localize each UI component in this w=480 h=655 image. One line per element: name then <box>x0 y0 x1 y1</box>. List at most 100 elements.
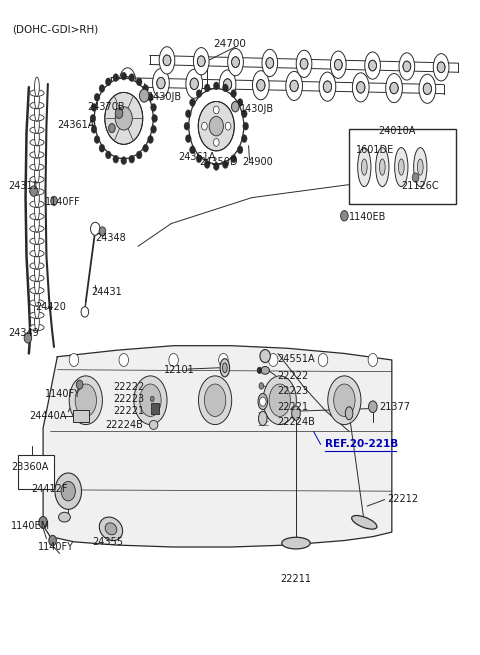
Ellipse shape <box>30 288 44 293</box>
Ellipse shape <box>222 363 227 373</box>
Ellipse shape <box>220 359 229 377</box>
Circle shape <box>152 115 157 122</box>
Ellipse shape <box>35 77 39 97</box>
Ellipse shape <box>30 176 44 183</box>
Circle shape <box>357 82 365 93</box>
Circle shape <box>163 55 171 66</box>
Ellipse shape <box>35 299 39 319</box>
Bar <box>349 130 456 204</box>
Ellipse shape <box>261 366 269 374</box>
Ellipse shape <box>35 90 39 109</box>
Circle shape <box>91 103 97 111</box>
Ellipse shape <box>30 189 44 195</box>
Circle shape <box>237 146 243 154</box>
Circle shape <box>214 162 219 170</box>
Text: 1140FF: 1140FF <box>45 196 80 206</box>
Ellipse shape <box>35 114 39 134</box>
Circle shape <box>91 222 100 235</box>
Circle shape <box>129 74 134 81</box>
Circle shape <box>189 88 244 164</box>
Circle shape <box>94 136 100 143</box>
Text: 24370B: 24370B <box>87 102 125 112</box>
Circle shape <box>185 110 191 118</box>
Ellipse shape <box>199 376 232 424</box>
Ellipse shape <box>260 350 270 363</box>
Ellipse shape <box>35 200 39 220</box>
Circle shape <box>95 78 153 159</box>
Text: 24361A: 24361A <box>179 153 216 162</box>
Ellipse shape <box>258 394 267 409</box>
Text: 24010A: 24010A <box>379 126 416 136</box>
Ellipse shape <box>395 147 408 187</box>
Ellipse shape <box>35 126 39 146</box>
Circle shape <box>169 354 179 366</box>
Circle shape <box>369 60 376 71</box>
Ellipse shape <box>119 68 136 97</box>
Circle shape <box>106 78 111 86</box>
Ellipse shape <box>414 147 427 187</box>
Text: 22224B: 22224B <box>277 417 315 427</box>
Circle shape <box>49 535 56 546</box>
Ellipse shape <box>334 384 355 417</box>
Ellipse shape <box>30 90 44 96</box>
Ellipse shape <box>35 213 39 233</box>
Ellipse shape <box>345 407 353 420</box>
Circle shape <box>223 160 228 168</box>
Ellipse shape <box>433 54 449 81</box>
Circle shape <box>143 144 148 152</box>
Text: 24440A: 24440A <box>29 411 66 421</box>
Circle shape <box>241 135 247 143</box>
Ellipse shape <box>69 376 102 424</box>
Circle shape <box>151 103 156 111</box>
Ellipse shape <box>269 384 290 417</box>
Ellipse shape <box>219 70 236 99</box>
Circle shape <box>99 227 106 236</box>
Ellipse shape <box>30 139 44 145</box>
Circle shape <box>113 155 119 163</box>
Ellipse shape <box>30 213 44 219</box>
Circle shape <box>139 89 149 102</box>
Text: 22221: 22221 <box>277 402 308 412</box>
Ellipse shape <box>35 164 39 183</box>
Ellipse shape <box>149 421 158 430</box>
Ellipse shape <box>399 53 415 80</box>
Ellipse shape <box>159 47 175 74</box>
Ellipse shape <box>358 147 371 187</box>
Ellipse shape <box>153 69 169 98</box>
Circle shape <box>106 151 111 159</box>
Ellipse shape <box>30 115 44 121</box>
Circle shape <box>290 80 298 92</box>
Circle shape <box>219 354 228 366</box>
Ellipse shape <box>35 102 39 121</box>
Ellipse shape <box>75 384 96 417</box>
Circle shape <box>190 99 195 106</box>
Ellipse shape <box>30 127 44 134</box>
Circle shape <box>119 354 129 366</box>
Ellipse shape <box>35 188 39 208</box>
Text: 24350D: 24350D <box>200 157 238 167</box>
Ellipse shape <box>35 225 39 245</box>
Ellipse shape <box>263 376 296 424</box>
Circle shape <box>197 56 205 67</box>
Ellipse shape <box>35 262 39 282</box>
Circle shape <box>231 155 237 162</box>
Circle shape <box>108 124 115 133</box>
Text: (DOHC-GDI>RH): (DOHC-GDI>RH) <box>12 25 98 35</box>
Ellipse shape <box>259 411 267 426</box>
Circle shape <box>51 196 57 206</box>
Text: 24349: 24349 <box>9 328 39 338</box>
Circle shape <box>143 84 148 92</box>
Circle shape <box>237 99 243 106</box>
Circle shape <box>151 125 156 133</box>
Circle shape <box>232 57 240 67</box>
Circle shape <box>121 72 127 80</box>
Ellipse shape <box>35 312 39 331</box>
Polygon shape <box>43 346 392 547</box>
Ellipse shape <box>296 50 312 77</box>
Ellipse shape <box>35 139 39 159</box>
Circle shape <box>323 81 332 92</box>
Circle shape <box>231 90 237 98</box>
Circle shape <box>113 74 119 81</box>
Circle shape <box>266 58 274 68</box>
Text: 24311: 24311 <box>9 181 39 191</box>
